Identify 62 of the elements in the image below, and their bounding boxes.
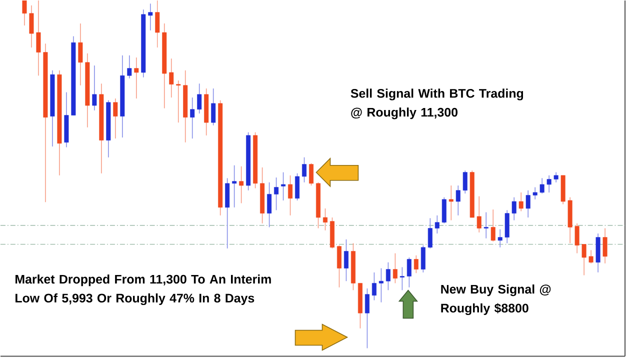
candlestick (518, 192, 524, 212)
candlestick (392, 252, 398, 284)
candlestick (414, 254, 418, 274)
annotation: Market Dropped From 11,300 To An Interim Low Of 5,993 Or Roughly 47% In 8 Days (16, 274, 271, 305)
candlestick (588, 250, 594, 264)
candlestick (532, 186, 538, 200)
candlestick (386, 262, 390, 290)
candlestick (113, 98, 118, 139)
candlestick (134, 57, 139, 99)
candlestick (36, 0, 41, 76)
candlestick (364, 288, 370, 349)
candlestick (526, 190, 530, 218)
candlestick (490, 208, 496, 242)
candlestick (232, 164, 237, 208)
candlestick (176, 80, 181, 123)
candlestick (574, 222, 580, 254)
candlestick (211, 88, 216, 126)
candlestick (456, 184, 460, 216)
candlestick (78, 22, 83, 86)
candlestick (190, 97, 195, 139)
candlestick (302, 156, 307, 183)
candlestick (92, 65, 97, 111)
candlestick (295, 172, 300, 201)
candlestick (127, 54, 132, 79)
candlestick (406, 256, 412, 288)
candlestick (155, 0, 160, 48)
candlestick (29, 4, 34, 48)
candlestick (288, 174, 293, 216)
candlestick (148, 3, 153, 31)
candlestick (225, 178, 230, 249)
candlestick (267, 182, 272, 228)
candlestick (434, 214, 440, 234)
candlestick (309, 162, 314, 186)
candlestick (504, 210, 510, 244)
candlestick (336, 244, 342, 288)
candlestick (546, 174, 552, 193)
candlestick (442, 196, 446, 224)
candlestick (239, 166, 244, 204)
candlestick (602, 228, 608, 264)
candlestick (498, 228, 502, 248)
candlestick (378, 268, 384, 303)
annotation: Sell Signal With BTC Trading @ Roughly 11,300 (350, 88, 524, 120)
candlestick (554, 172, 558, 183)
candlestick (22, 0, 27, 26)
candlestick (448, 184, 454, 221)
candlestick (476, 196, 482, 233)
candlestick (484, 212, 488, 239)
candlestick (344, 238, 348, 282)
candlestick (274, 176, 279, 210)
candlestick (372, 272, 376, 301)
candlestick (420, 244, 426, 273)
candlestick (462, 170, 468, 194)
candlestick (428, 218, 432, 249)
candlestick (281, 172, 286, 201)
annotation: New Buy Signal @ Roughly $8800 (441, 284, 551, 315)
candlestick (540, 178, 544, 194)
candlestick (323, 208, 328, 231)
candlestick (512, 196, 516, 221)
candlestick (400, 266, 404, 290)
candlestick (197, 83, 202, 114)
candlestick (582, 244, 586, 276)
candlestick (169, 58, 174, 98)
